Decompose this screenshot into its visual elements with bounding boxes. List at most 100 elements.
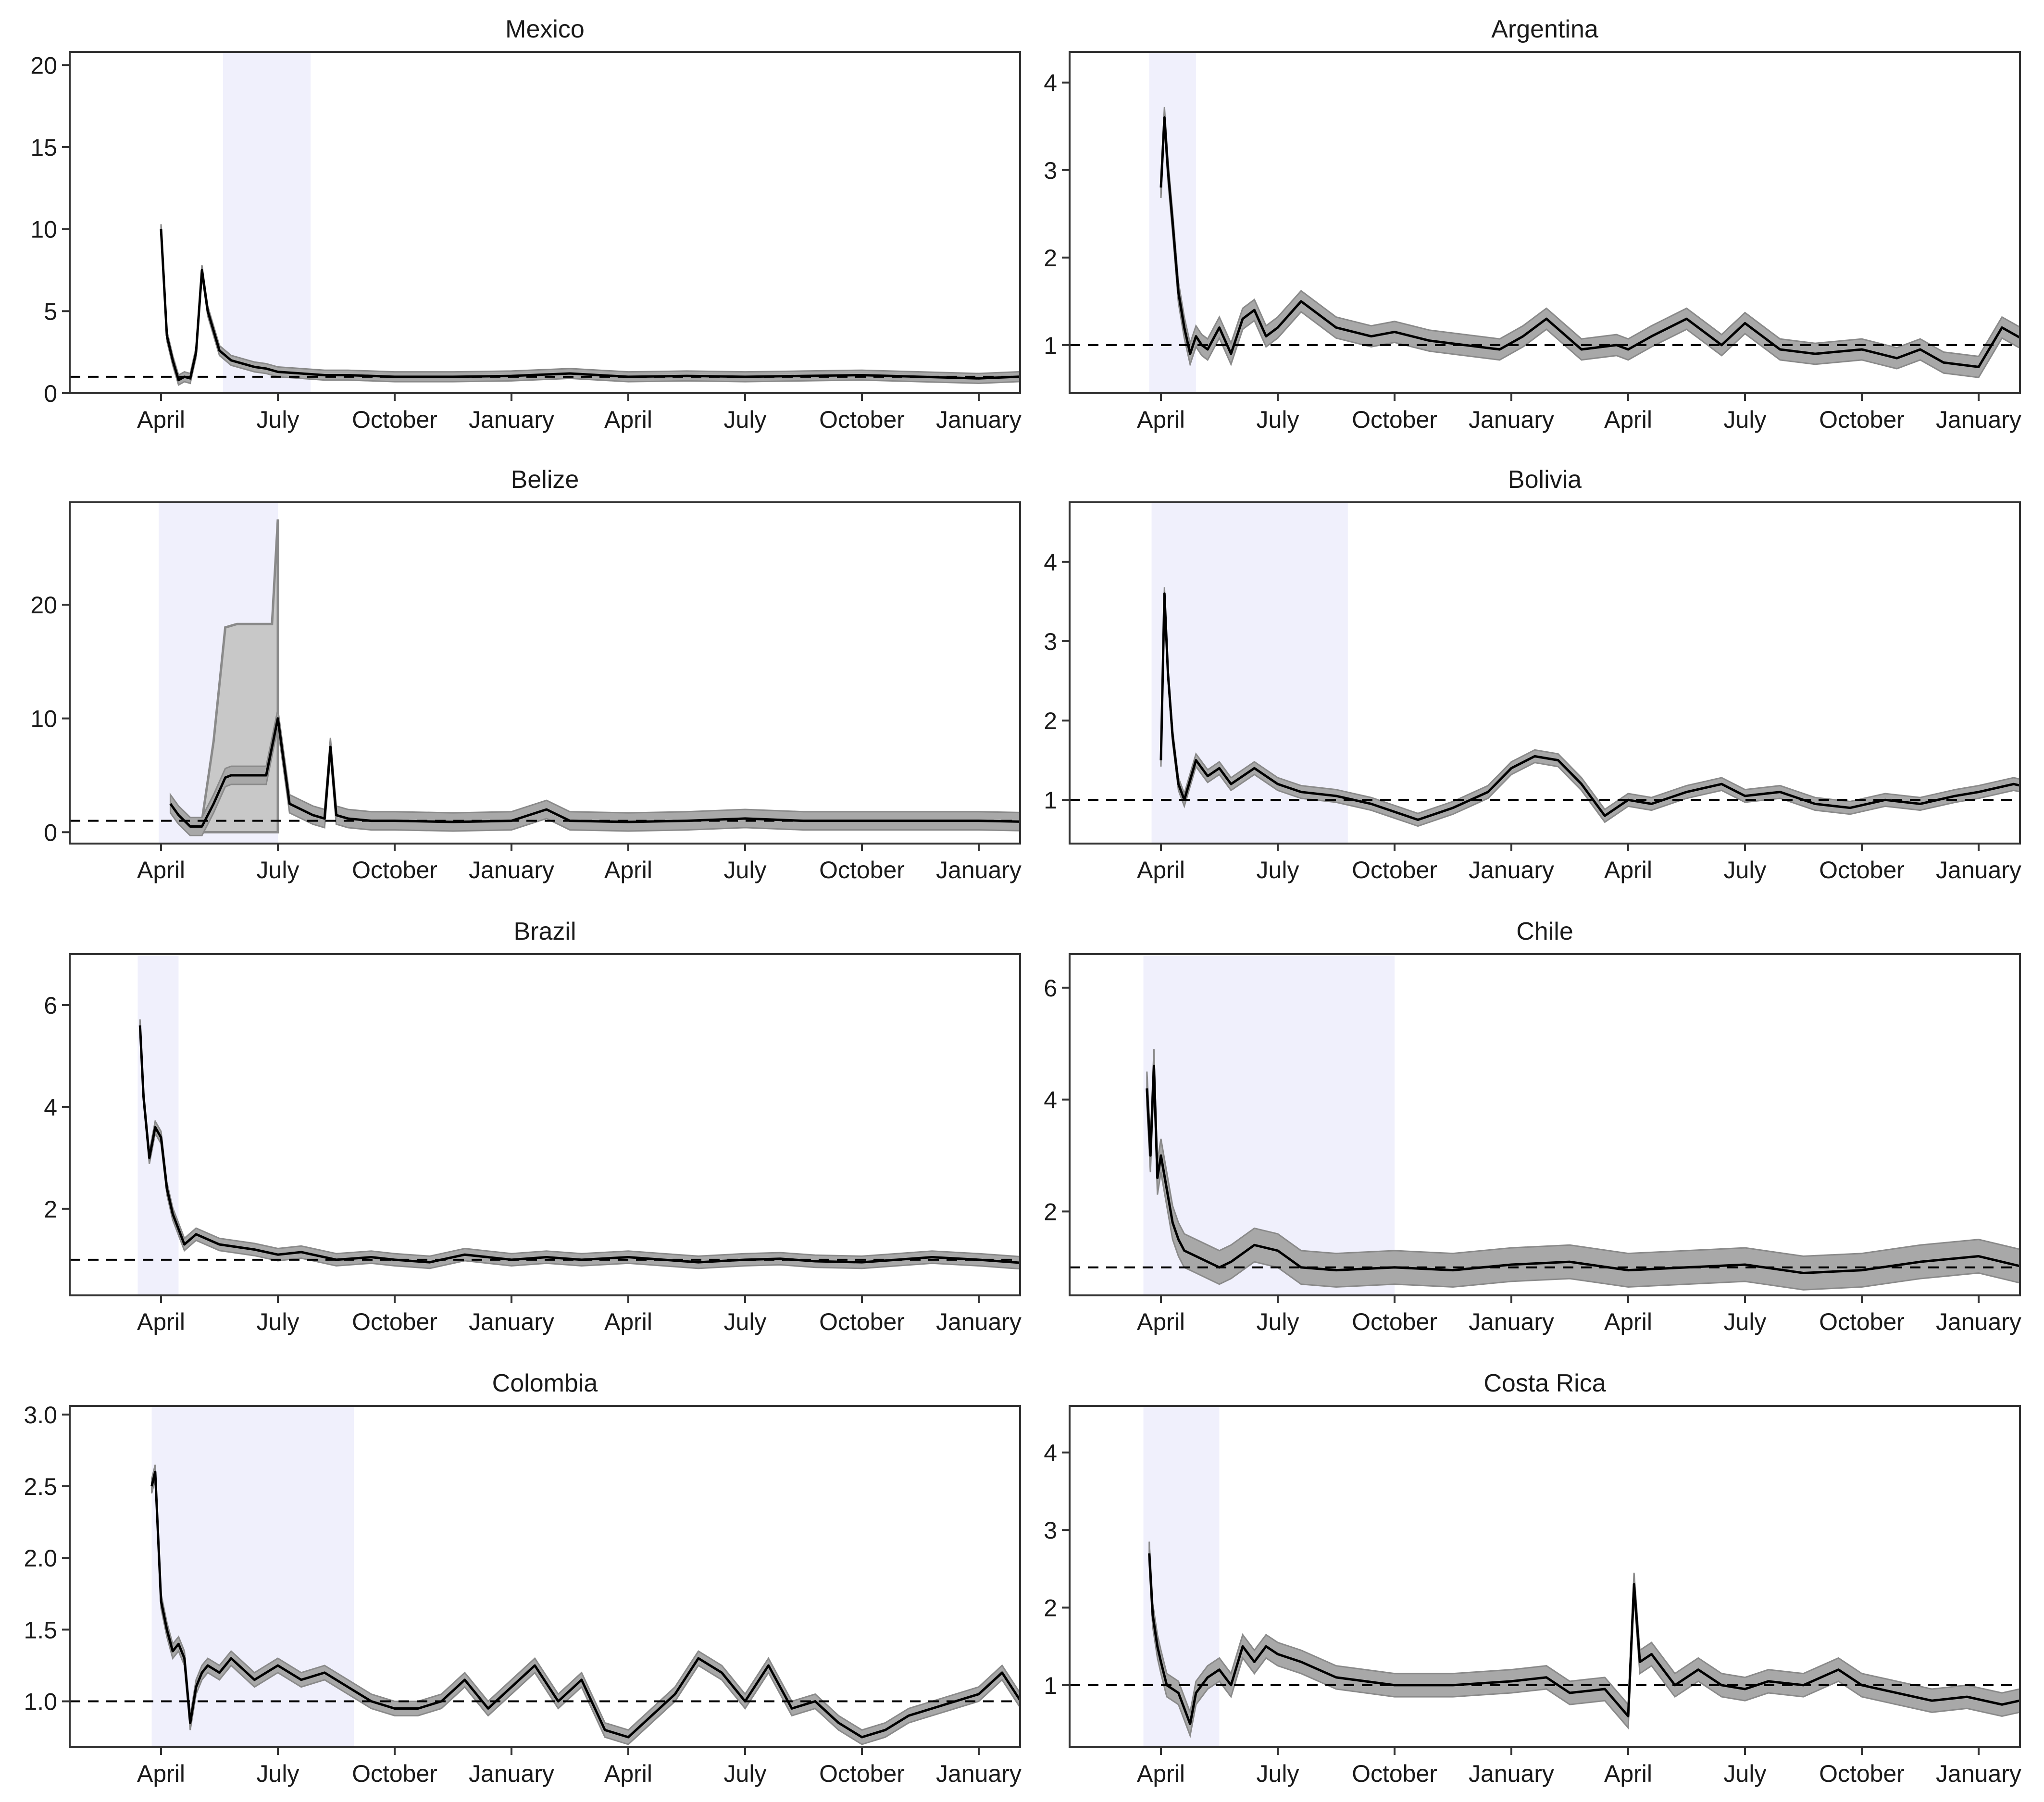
panel-title: Belize (511, 466, 579, 494)
series-line (1146, 1065, 2020, 1274)
panel-frame (1069, 953, 2021, 1296)
x-tick-label: April (1137, 857, 1185, 883)
x-tick-label: January (1936, 857, 2021, 883)
x-tick-label: July (1257, 1760, 1299, 1787)
series-line (1148, 1553, 2020, 1726)
panel-brazil: Brazil 2 4 6 April July October January April Jul… (44, 918, 1022, 1335)
panel-bolivia: Bolivia 1 2 3 4 April July October January April J… (1044, 466, 2021, 883)
x-tick-label: April (137, 1308, 185, 1335)
y-tick-label: 4 (1044, 70, 1057, 97)
y-tick-label: 1 (1044, 787, 1057, 814)
x-tick-label: October (1352, 1760, 1437, 1787)
y-tick-label: 20 (30, 52, 57, 79)
credible-band (1160, 107, 2020, 378)
x-tick-label: January (936, 406, 1022, 433)
panel-title: Brazil (513, 918, 576, 945)
y-tick-label: 2 (1044, 1198, 1057, 1225)
x-tick-label: July (724, 857, 767, 883)
x-tick-label: April (1604, 406, 1652, 433)
plot-area (70, 52, 1020, 393)
y-tick-label: 1.5 (24, 1616, 57, 1643)
x-tick-label: January (469, 406, 554, 433)
y-tick-label: 4 (44, 1094, 57, 1121)
y-tick-label: 2.0 (24, 1545, 57, 1572)
x-tick-label: October (352, 406, 437, 433)
panel-argentina: Argentina 1 2 3 4 April July October January Apri… (1044, 15, 2021, 433)
x-tick-label: October (1819, 406, 1905, 433)
x-tick-label: April (137, 406, 185, 433)
panel-frame (1069, 1405, 2021, 1748)
x-tick-label: October (1352, 1308, 1437, 1335)
x-tick-label: July (257, 1760, 299, 1787)
x-tick-label: January (1469, 1760, 1554, 1787)
y-tick-label: 6 (1044, 975, 1057, 1002)
y-tick-label: 5 (44, 298, 57, 325)
x-tick-label: January (936, 1760, 1022, 1787)
x-tick-label: April (604, 857, 652, 883)
x-tick-label: April (1604, 857, 1652, 883)
x-tick-label: January (1469, 1308, 1554, 1335)
y-tick-label: 3 (1044, 628, 1057, 655)
x-tick-label: January (1469, 406, 1554, 433)
plot-area (1070, 52, 2020, 393)
x-tick-label: April (1137, 1760, 1185, 1787)
credible-band (169, 709, 1020, 836)
x-tick-label: October (1819, 1760, 1905, 1787)
panel-colombia: Colombia 1.0 1.5 2.0 2.5 3.0 April July October J… (24, 1369, 1022, 1787)
x-tick-label: January (1936, 406, 2021, 433)
shaded-period (137, 954, 179, 1295)
x-tick-label: October (1819, 857, 1905, 883)
x-tick-label: January (936, 1308, 1022, 1335)
plot-area (1070, 954, 2020, 1295)
x-tick-label: July (257, 1308, 299, 1335)
y-tick-label: 0 (44, 380, 57, 407)
y-tick-label: 1 (1044, 1672, 1057, 1699)
panel-title: Mexico (505, 15, 585, 43)
x-tick-label: April (1604, 1308, 1652, 1335)
x-tick-label: July (1724, 1760, 1767, 1787)
x-tick-label: January (469, 1760, 554, 1787)
y-tick-label: 0 (44, 819, 57, 846)
plot-area (70, 954, 1020, 1295)
y-tick-label: 10 (30, 216, 57, 243)
panel-title: Colombia (492, 1369, 598, 1397)
x-tick-label: January (1469, 857, 1554, 883)
credible-band (139, 1019, 1020, 1270)
x-tick-label: July (257, 406, 299, 433)
x-tick-label: October (819, 857, 905, 883)
x-tick-label: January (469, 857, 554, 883)
panel-frame (1069, 501, 2021, 845)
x-tick-label: July (1257, 406, 1299, 433)
shaded-period (223, 52, 311, 393)
x-tick-label: April (604, 1308, 652, 1335)
x-tick-label: April (1137, 406, 1185, 433)
y-tick-label: 4 (1044, 1440, 1057, 1466)
y-tick-label: 2 (1044, 708, 1057, 734)
x-tick-label: January (469, 1308, 554, 1335)
x-tick-label: January (1936, 1760, 2021, 1787)
y-tick-label: 15 (30, 134, 57, 161)
y-tick-label: 2.5 (24, 1473, 57, 1500)
x-tick-label: January (936, 857, 1022, 883)
x-tick-label: July (1257, 1308, 1299, 1335)
x-tick-label: July (724, 1308, 767, 1335)
plot-area (1070, 1406, 2020, 1747)
x-tick-label: October (819, 406, 905, 433)
panel-title: Argentina (1491, 15, 1598, 43)
panel-frame (1069, 51, 2021, 394)
x-tick-label: April (604, 1760, 652, 1787)
panel-frame (69, 1405, 1021, 1748)
credible-band (160, 224, 1020, 386)
credible-band (1160, 587, 2020, 827)
x-tick-label: April (1604, 1760, 1652, 1787)
panel-costa-rica: Costa Rica 1 2 3 4 April July October January Apr… (1044, 1369, 2021, 1787)
x-tick-label: October (1819, 1308, 1905, 1335)
x-tick-label: October (819, 1760, 905, 1787)
y-tick-label: 20 (30, 592, 57, 619)
series-line (138, 1025, 1020, 1264)
x-tick-label: October (819, 1308, 905, 1335)
panel-title: Bolivia (1508, 466, 1582, 494)
x-tick-label: October (1352, 406, 1437, 433)
y-tick-label: 2 (1044, 1595, 1057, 1622)
y-tick-label: 3 (1044, 157, 1057, 184)
